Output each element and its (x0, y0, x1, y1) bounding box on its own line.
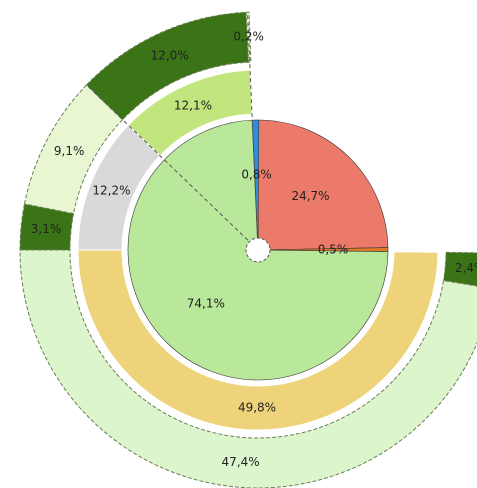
ring-segment (19, 249, 477, 488)
data-label: 3,1% (31, 222, 62, 236)
data-label: 24,7% (291, 189, 329, 203)
guide-line (86, 84, 259, 251)
data-label: 47,4% (222, 455, 260, 469)
center-hole (245, 237, 271, 263)
ring-segment (23, 84, 124, 215)
data-label: 12,1% (174, 98, 212, 112)
data-label: 2,4% (455, 261, 477, 275)
data-label: 12,0% (151, 49, 189, 63)
data-label: 12,2% (92, 183, 130, 197)
data-label: 0,2% (233, 30, 264, 44)
guide-line (247, 12, 259, 251)
data-label: 74,1% (187, 296, 225, 310)
data-label: 9,1% (54, 144, 85, 158)
data-label: 0,5% (318, 242, 349, 256)
ring-segment (257, 119, 389, 251)
data-label: 0,8% (241, 168, 272, 182)
ring-segment (77, 249, 439, 431)
ring-segment (19, 203, 75, 251)
data-label: 49,8% (238, 400, 276, 414)
ring-segment (127, 69, 253, 157)
